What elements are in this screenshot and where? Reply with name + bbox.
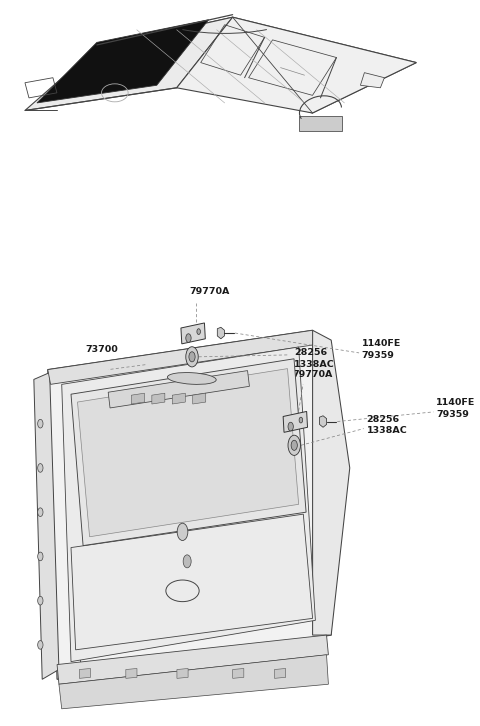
Circle shape xyxy=(189,352,195,362)
Polygon shape xyxy=(300,116,342,131)
Polygon shape xyxy=(77,369,299,537)
Circle shape xyxy=(291,440,297,450)
Polygon shape xyxy=(360,73,384,88)
Circle shape xyxy=(177,523,188,540)
Polygon shape xyxy=(57,635,328,684)
Polygon shape xyxy=(312,330,350,635)
Text: 1140FE: 1140FE xyxy=(436,398,476,407)
Ellipse shape xyxy=(168,372,216,384)
Circle shape xyxy=(288,423,293,431)
Polygon shape xyxy=(37,20,209,103)
Text: 79770A: 79770A xyxy=(292,370,332,379)
Circle shape xyxy=(38,508,43,516)
Polygon shape xyxy=(320,416,326,428)
Circle shape xyxy=(38,640,43,649)
Circle shape xyxy=(197,329,201,335)
Text: 79359: 79359 xyxy=(436,409,469,419)
Circle shape xyxy=(38,596,43,605)
Polygon shape xyxy=(25,17,233,110)
Text: 79359: 79359 xyxy=(362,351,395,360)
Polygon shape xyxy=(108,370,250,408)
Polygon shape xyxy=(217,327,225,339)
Circle shape xyxy=(38,420,43,428)
Polygon shape xyxy=(59,655,328,709)
Polygon shape xyxy=(193,393,206,404)
Polygon shape xyxy=(152,393,165,404)
Text: 1338AC: 1338AC xyxy=(367,426,407,436)
Circle shape xyxy=(299,417,303,423)
Text: 28256: 28256 xyxy=(294,348,327,357)
Polygon shape xyxy=(172,393,185,404)
Polygon shape xyxy=(275,669,286,678)
Text: 1140FE: 1140FE xyxy=(362,339,401,348)
Polygon shape xyxy=(71,514,312,650)
Polygon shape xyxy=(34,372,59,680)
Polygon shape xyxy=(48,330,331,680)
Polygon shape xyxy=(79,669,91,678)
Circle shape xyxy=(288,435,300,455)
Circle shape xyxy=(186,347,198,367)
Text: 28256: 28256 xyxy=(367,415,400,424)
Polygon shape xyxy=(181,323,205,344)
Circle shape xyxy=(38,464,43,472)
Polygon shape xyxy=(71,359,306,546)
Circle shape xyxy=(186,334,191,343)
Polygon shape xyxy=(177,669,188,678)
Circle shape xyxy=(38,552,43,560)
Polygon shape xyxy=(62,347,315,661)
Text: 1338AC: 1338AC xyxy=(294,359,335,369)
Polygon shape xyxy=(97,17,416,113)
Polygon shape xyxy=(233,669,244,678)
Polygon shape xyxy=(48,330,312,384)
Polygon shape xyxy=(132,393,144,404)
Text: 79770A: 79770A xyxy=(190,287,230,295)
Polygon shape xyxy=(126,669,137,678)
Polygon shape xyxy=(283,412,308,432)
Text: 73700: 73700 xyxy=(85,346,118,354)
Polygon shape xyxy=(177,17,416,113)
Circle shape xyxy=(183,555,191,568)
